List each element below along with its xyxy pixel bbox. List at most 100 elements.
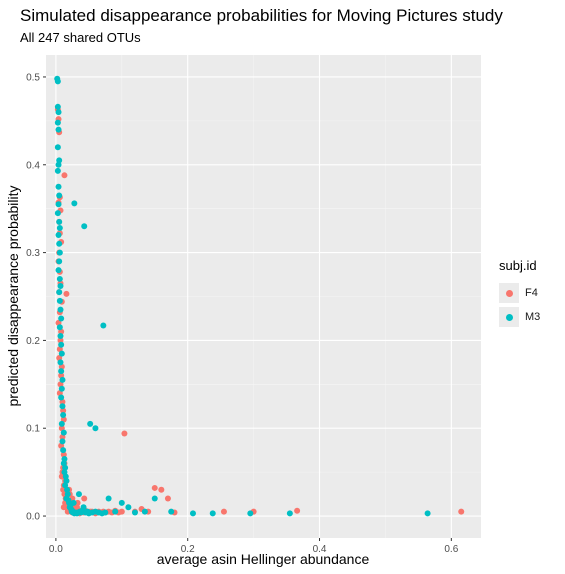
point-f4: [121, 430, 128, 437]
point-m3: [168, 508, 175, 515]
x-tick-label: 0.2: [181, 544, 195, 555]
point-m3: [100, 322, 107, 329]
major-gridlines: [46, 55, 481, 538]
point-m3: [112, 508, 119, 515]
point-m3: [189, 510, 196, 517]
point-m3: [61, 455, 68, 462]
axes: 0.0 0.2 0.4 0.6 0.0 0.1 0.2 0.3 0.4 0.5: [26, 72, 459, 555]
point-m3: [55, 232, 62, 239]
point-f4: [458, 508, 465, 515]
point-f4: [60, 451, 67, 458]
point-m3: [58, 350, 65, 357]
point-m3: [55, 201, 62, 208]
x-tick-label: 0.4: [313, 544, 327, 555]
point-m3: [60, 447, 67, 454]
point-m3: [141, 508, 148, 515]
point-m3: [56, 218, 63, 225]
point-m3: [56, 157, 63, 164]
point-f4: [118, 508, 125, 515]
point-m3: [56, 324, 63, 331]
point-m3: [92, 425, 99, 432]
point-f4: [73, 504, 80, 511]
point-m3: [58, 341, 65, 348]
point-m3: [125, 504, 132, 511]
point-m3: [57, 282, 64, 289]
point-m3: [58, 368, 65, 375]
point-m3: [56, 275, 63, 282]
y-tick-label: 0.1: [26, 424, 40, 435]
point-m3: [55, 109, 62, 116]
point-m3: [105, 495, 112, 502]
point-m3: [54, 167, 61, 174]
legend: subj.id F4 M3: [499, 258, 540, 329]
point-m3: [102, 509, 109, 516]
legend-label-f4: F4: [525, 287, 538, 299]
point-f4: [63, 290, 70, 297]
point-f4: [60, 407, 67, 414]
point-m3: [247, 510, 254, 517]
point-m3: [55, 126, 62, 133]
point-m3: [60, 412, 67, 419]
point-m3: [62, 473, 69, 480]
point-m3: [87, 420, 94, 427]
point-m3: [54, 103, 61, 110]
point-f4: [294, 507, 301, 514]
point-m3: [56, 297, 63, 304]
point-f4: [57, 337, 64, 344]
point-f4: [164, 495, 171, 502]
point-m3: [424, 510, 431, 517]
x-tick-label: 0.0: [49, 544, 63, 555]
point-m3: [59, 403, 66, 410]
y-tick-label: 0.2: [26, 336, 40, 347]
point-m3: [56, 192, 63, 199]
point-m3: [54, 210, 61, 217]
point-m3: [70, 499, 77, 506]
point-m3: [57, 306, 64, 313]
point-m3: [56, 258, 63, 265]
point-m3: [54, 78, 61, 85]
legend-title: subj.id: [499, 258, 537, 273]
point-m3: [57, 359, 64, 366]
point-f4: [61, 172, 68, 179]
y-tick-label: 0.3: [26, 248, 40, 259]
point-f4: [151, 484, 158, 491]
y-tick-label: 0.5: [26, 72, 40, 83]
y-axis-label: predicted disappearance probability: [5, 185, 21, 406]
point-m3: [151, 495, 158, 502]
point-m3: [58, 420, 65, 427]
legend-dot-f4: [505, 289, 513, 297]
point-m3: [55, 161, 62, 168]
point-m3: [55, 267, 62, 274]
point-m3: [56, 249, 63, 256]
legend-dot-m3: [505, 313, 513, 321]
point-m3: [54, 119, 61, 126]
point-f4: [81, 495, 88, 502]
point-m3: [64, 486, 71, 493]
point-m3: [118, 499, 125, 506]
point-m3: [131, 509, 138, 516]
legend-key-m3: [499, 307, 519, 327]
chart-title: Simulated disappearance probabilities fo…: [20, 6, 503, 25]
point-m3: [58, 394, 65, 401]
point-f4: [220, 508, 227, 515]
point-m3: [59, 376, 66, 383]
point-m3: [60, 429, 67, 436]
point-m3: [58, 385, 65, 392]
point-m3: [56, 289, 63, 296]
minor-gridlines: [46, 55, 481, 538]
legend-label-m3: M3: [525, 311, 541, 323]
point-f4: [158, 486, 165, 493]
point-m3: [59, 438, 66, 445]
point-m3: [54, 144, 61, 151]
point-m3: [81, 223, 88, 230]
x-tick-label: 0.6: [444, 544, 458, 555]
point-m3: [62, 464, 69, 471]
point-m3: [75, 491, 82, 498]
data-points: [54, 75, 465, 517]
point-m3: [58, 315, 65, 322]
point-m3: [56, 240, 63, 247]
y-tick-label: 0.4: [26, 160, 40, 171]
point-m3: [286, 510, 293, 517]
legend-item-m3: M3: [499, 305, 540, 329]
